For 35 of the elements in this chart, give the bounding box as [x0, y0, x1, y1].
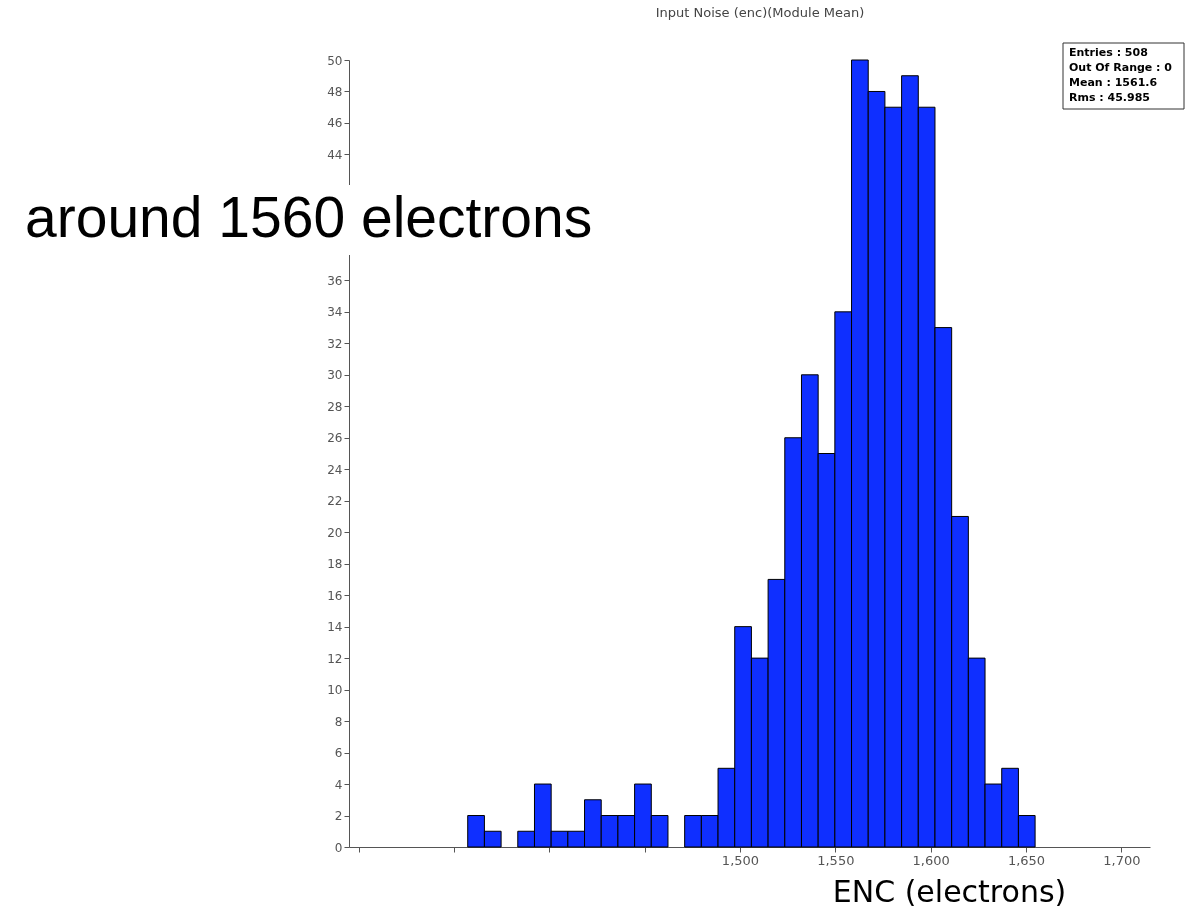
- y-tick-label: 20: [327, 525, 343, 540]
- y-tick-label: 30: [327, 368, 343, 383]
- y-tick-label: 12: [327, 651, 343, 666]
- annotation: Out Of Range : 0: [1069, 60, 1173, 74]
- y-tick-label: 22: [327, 494, 343, 509]
- y-tick-label: 50: [327, 53, 343, 68]
- y-tick-label: 44: [327, 147, 343, 162]
- y-tick-label: 46: [327, 116, 343, 131]
- y-tick-label: 8: [334, 714, 343, 729]
- y-tick-label: 6: [334, 746, 343, 761]
- y-tick-label: 18: [327, 557, 343, 572]
- y-tick-label: 24: [327, 462, 343, 477]
- y-tick-label: 16: [327, 588, 343, 603]
- y-tick-label: 36: [327, 273, 343, 288]
- y-tick-label: 32: [327, 336, 343, 351]
- y-tick-label: 34: [327, 305, 343, 320]
- y-tick-label: 2: [334, 809, 343, 824]
- chart-title: Input Noise (enc)(Module Mean): [655, 5, 865, 20]
- y-tick-label: 26: [327, 431, 343, 446]
- y-tick-label: 10: [327, 683, 343, 698]
- y-tick-label: 4: [334, 777, 343, 792]
- annotation: around 1560 electrons: [25, 185, 593, 249]
- y-tick-label: 14: [327, 620, 343, 635]
- y-tick-label: 48: [327, 84, 343, 99]
- x-tick-label: 1,500: [721, 852, 760, 868]
- x-tick-label: 1,700: [1103, 852, 1141, 868]
- text: Entries : 508: [1069, 45, 1148, 59]
- x-tick-label: 1,550: [817, 852, 855, 868]
- x-tick-label: 1,600: [912, 852, 950, 868]
- annotation: Rms : 45.985: [1069, 90, 1150, 104]
- annotation: Mean : 1561.6: [1069, 75, 1158, 89]
- y-tick-label: 0: [334, 840, 343, 855]
- y-tick-label: 28: [327, 399, 343, 414]
- x-axis-title: ENC (electrons): [832, 873, 1067, 909]
- x-tick-label: 1,650: [1007, 852, 1046, 868]
